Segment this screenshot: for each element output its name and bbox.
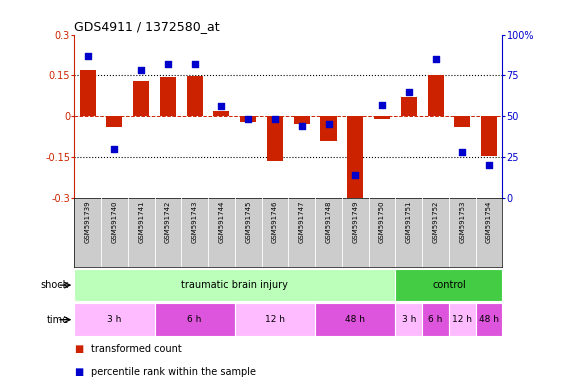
Text: GSM591752: GSM591752 (433, 200, 439, 243)
Bar (395, 269, 502, 301)
Text: GSM591744: GSM591744 (219, 200, 224, 243)
Text: shock: shock (41, 280, 69, 290)
Text: ■: ■ (74, 367, 83, 377)
Text: GSM591741: GSM591741 (138, 200, 144, 243)
Point (190, 61, 199, 67)
Text: GSM591748: GSM591748 (325, 200, 332, 243)
Text: GDS4911 / 1372580_at: GDS4911 / 1372580_at (74, 20, 220, 33)
Text: 6 h: 6 h (428, 315, 443, 324)
Text: traumatic brain injury: traumatic brain injury (182, 280, 288, 290)
Text: GSM591746: GSM591746 (272, 200, 278, 243)
Bar (347, 116, 363, 199)
Bar (133, 81, 149, 116)
Point (244, 116, 253, 122)
Bar (214, 111, 230, 116)
Bar (395, 303, 422, 336)
Text: GSM591745: GSM591745 (245, 200, 251, 243)
Bar (374, 116, 390, 119)
Bar (267, 116, 283, 161)
Text: 6 h: 6 h (187, 315, 202, 324)
Bar (401, 97, 417, 116)
Text: ■: ■ (74, 344, 83, 354)
Point (217, 103, 226, 109)
Point (404, 89, 413, 95)
Point (377, 102, 387, 108)
Bar (481, 116, 497, 156)
Point (351, 172, 360, 178)
Text: GSM591747: GSM591747 (299, 200, 305, 243)
Bar (320, 116, 336, 141)
Bar (106, 116, 122, 127)
Text: percentile rank within the sample: percentile rank within the sample (91, 367, 256, 377)
Text: GSM591751: GSM591751 (406, 200, 412, 243)
Bar (455, 116, 471, 127)
Text: 48 h: 48 h (345, 315, 365, 324)
Bar (79, 70, 96, 116)
Bar (240, 116, 256, 122)
Bar (155, 303, 235, 336)
Point (297, 123, 306, 129)
Bar (160, 77, 176, 116)
Text: GSM591743: GSM591743 (192, 200, 198, 243)
Text: control: control (432, 280, 466, 290)
Text: transformed count: transformed count (91, 344, 182, 354)
Bar (235, 303, 315, 336)
Point (458, 149, 467, 155)
Text: 3 h: 3 h (401, 315, 416, 324)
Point (163, 61, 172, 67)
Text: GSM591754: GSM591754 (486, 200, 492, 243)
Point (431, 56, 440, 62)
Text: GSM591753: GSM591753 (459, 200, 465, 243)
Text: GSM591740: GSM591740 (111, 200, 118, 243)
Point (485, 162, 494, 168)
Point (271, 116, 280, 122)
Point (110, 146, 119, 152)
Text: 12 h: 12 h (452, 315, 472, 324)
Point (83, 53, 92, 59)
Text: 48 h: 48 h (479, 315, 499, 324)
Bar (476, 303, 502, 336)
Text: 12 h: 12 h (265, 315, 285, 324)
Text: GSM591739: GSM591739 (85, 200, 91, 243)
Bar (74, 303, 155, 336)
Bar (428, 75, 444, 116)
Text: 3 h: 3 h (107, 315, 122, 324)
Text: time: time (46, 314, 69, 325)
Text: GSM591742: GSM591742 (165, 200, 171, 243)
Bar (422, 303, 449, 336)
Bar (315, 303, 395, 336)
Text: GSM591749: GSM591749 (352, 200, 358, 243)
Text: GSM591750: GSM591750 (379, 200, 385, 243)
Point (136, 68, 146, 74)
Bar (449, 303, 476, 336)
Bar (187, 76, 203, 116)
Bar (74, 269, 395, 301)
Bar (293, 116, 309, 124)
Point (324, 121, 333, 127)
